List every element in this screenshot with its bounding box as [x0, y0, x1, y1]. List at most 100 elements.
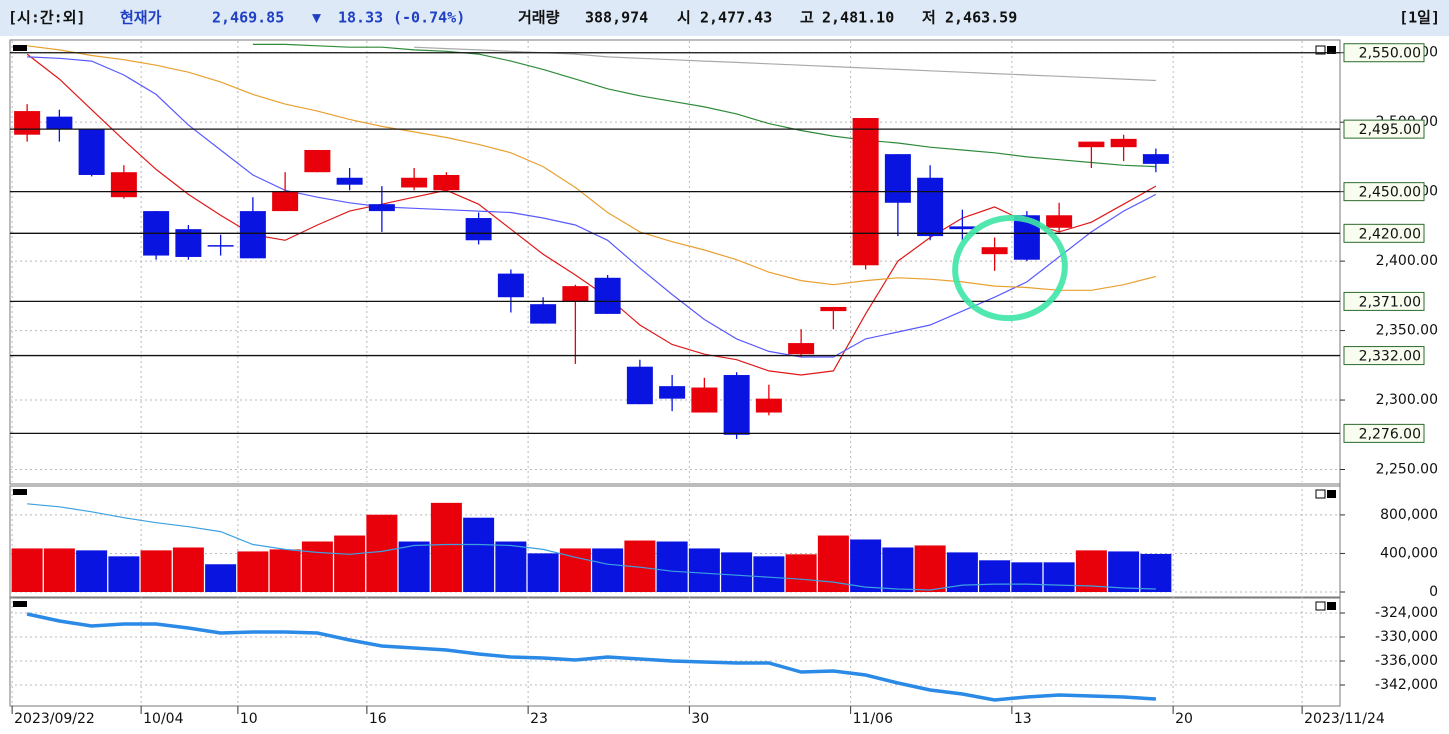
- candle-body: [336, 177, 363, 185]
- candle-body: [884, 154, 911, 203]
- volume-bar: [43, 548, 75, 592]
- y-tick-label: -342,000: [1375, 677, 1438, 693]
- volume-label: 거래량: [518, 9, 560, 27]
- volume-bar: [1011, 562, 1043, 592]
- candle-body: [272, 191, 299, 212]
- volume-bar: [301, 541, 333, 592]
- volume-bar: [11, 548, 43, 592]
- candle-body: [723, 375, 750, 435]
- volume-bar: [495, 541, 527, 592]
- panel-plot: [14, 43, 1169, 439]
- period: [1일]: [1399, 9, 1440, 27]
- volume-bar: [785, 554, 817, 592]
- volume-bar: [688, 548, 720, 592]
- candle-body: [1142, 154, 1169, 164]
- y-tick-label: 400,000: [1380, 545, 1438, 561]
- header-bar: [0, 0, 1449, 36]
- candle-body: [368, 204, 395, 212]
- volume-bar: [269, 549, 301, 592]
- candle-body: [626, 366, 653, 405]
- open-label: 시: [677, 9, 691, 27]
- volume-bar: [140, 550, 172, 592]
- moving-average: [26, 53, 1157, 376]
- candle-body: [755, 398, 782, 413]
- volume-bar: [592, 548, 624, 592]
- candle-body: [917, 177, 944, 237]
- reference-label: 2,371.00: [1359, 294, 1421, 310]
- volume-bar: [850, 539, 882, 592]
- reference-box: [1343, 43, 1425, 63]
- volume-average: [27, 503, 1156, 591]
- y-tick-label: 2,350.00: [1376, 323, 1438, 339]
- candle-body: [562, 286, 589, 302]
- x-tick-label: 11/06: [853, 711, 893, 727]
- x-tick-label: 13: [1014, 711, 1032, 727]
- panel-plot: [11, 502, 1172, 592]
- candle-body: [78, 129, 105, 175]
- volume-bar: [76, 550, 108, 592]
- volume-bar: [398, 541, 430, 592]
- candle-body: [401, 177, 428, 188]
- volume-bar: [721, 552, 753, 592]
- panel-markers: [13, 45, 1336, 611]
- candle-body: [788, 343, 815, 355]
- y-tick-label: 2,400.00: [1376, 253, 1438, 269]
- x-tick-label: 10/04: [143, 711, 183, 727]
- y-tick-label: 800,000: [1380, 507, 1438, 523]
- x-tick-label: 2023/09/22: [14, 711, 95, 727]
- volume-bar: [172, 547, 204, 592]
- reference-box: [1343, 223, 1425, 243]
- panel-plot: [26, 612, 1157, 702]
- reference-box: [1343, 423, 1425, 443]
- volume-bar: [914, 545, 946, 592]
- indicator-line: [26, 612, 1157, 702]
- plot-layer: 2023/09/22 10/04 10 16 23 30 11/06 13 20 2023/11/…: [10, 41, 1438, 727]
- x-tick-label: 2023/11/24: [1304, 711, 1385, 727]
- candle-body: [691, 387, 718, 413]
- low-label: 저: [922, 9, 936, 27]
- high: 2,481.10: [822, 9, 894, 27]
- candle-body: [981, 247, 1008, 255]
- candle-body: [1046, 215, 1073, 228]
- panel-frames: [9, 39, 1341, 707]
- moving-average: [27, 56, 1157, 358]
- y-tick-label: 2,300.00: [1376, 392, 1438, 408]
- reference-box: [1343, 182, 1425, 202]
- volume-bar: [430, 502, 462, 592]
- candle-body: [304, 149, 331, 173]
- y-tick-label: -330,000: [1375, 629, 1438, 645]
- volume-bar: [979, 560, 1011, 592]
- x-tick-label: 23: [530, 711, 548, 727]
- candle-body: [110, 172, 137, 198]
- moving-average: [27, 45, 1157, 291]
- volume-bar: [1075, 550, 1107, 592]
- candle-body: [46, 116, 73, 130]
- volume-bar: [1108, 551, 1140, 592]
- reference-box: [1343, 119, 1425, 139]
- reference-box: [1343, 346, 1425, 366]
- volume: 388,974: [585, 9, 648, 27]
- moving-average: [252, 43, 1156, 168]
- price: 2,469.85: [212, 9, 284, 27]
- x-tick-label: 30: [691, 711, 709, 727]
- candle-body: [594, 277, 621, 314]
- volume-bar: [946, 552, 978, 592]
- volume-bar: [882, 547, 914, 592]
- change-pct: (-0.74%): [393, 9, 465, 27]
- volume-bar: [559, 548, 591, 592]
- reference-label: 2,332.00: [1359, 349, 1421, 365]
- candle-body: [530, 304, 557, 324]
- candle-body: [239, 211, 266, 259]
- price-label: 현재가: [120, 9, 162, 27]
- reference-label: 2,420.00: [1359, 226, 1421, 242]
- volume-bar: [205, 564, 237, 592]
- x-tick-label: 20: [1175, 711, 1193, 727]
- low: 2,463.59: [945, 9, 1017, 27]
- reference-label: 2,495.00: [1359, 122, 1421, 138]
- candle-body: [659, 386, 686, 399]
- x-tick-label: 10: [240, 711, 258, 727]
- reference-box: [1343, 291, 1425, 311]
- high-label: 고: [800, 9, 814, 27]
- open: 2,477.43: [700, 9, 772, 27]
- candle-body: [1078, 141, 1105, 148]
